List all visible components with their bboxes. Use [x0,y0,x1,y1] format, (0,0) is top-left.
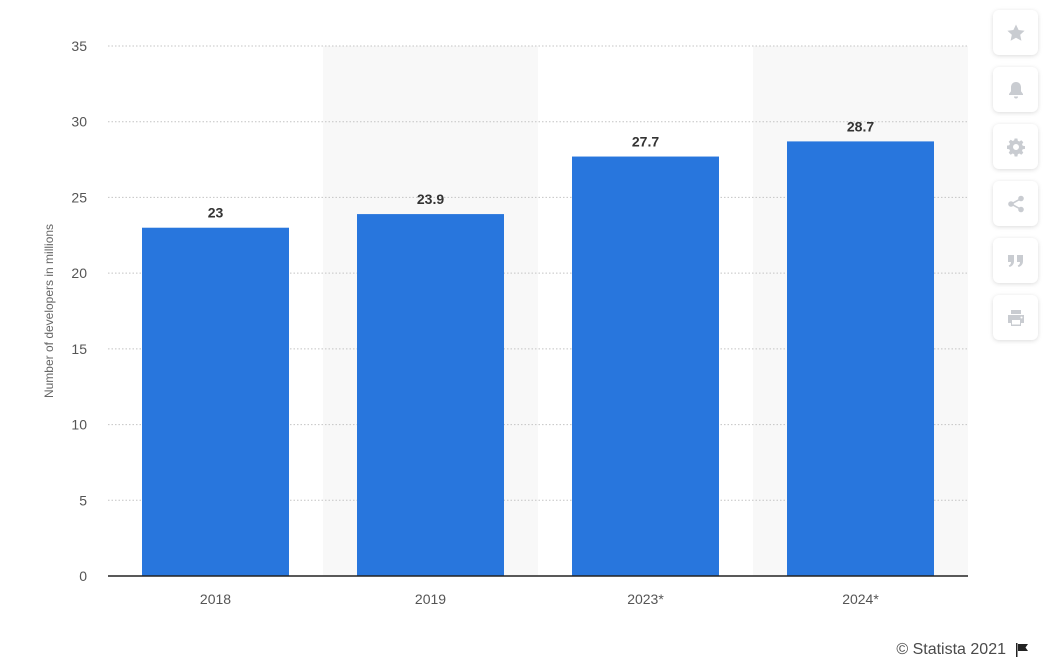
share-button[interactable] [993,181,1038,226]
flag-icon[interactable] [1014,642,1030,658]
y-axis-title: Number of developers in millions [42,224,56,398]
y-tick-label: 25 [71,189,87,205]
gear-icon [1006,138,1025,156]
x-tick-label: 2023* [627,591,664,607]
settings-button[interactable] [993,124,1038,169]
y-tick-label: 35 [71,38,87,54]
data-label: 27.7 [632,134,659,150]
y-axis-ticks: 0 5 10 15 20 25 30 35 [71,38,87,584]
x-tick-label: 2019 [415,591,446,607]
bar[interactable] [142,227,289,576]
credit-text: © Statista 2021 [896,641,1006,658]
data-labels: 23 23.9 27.7 28.7 [208,118,875,220]
star-icon [1006,24,1025,41]
data-label: 23 [208,205,224,221]
notification-button[interactable] [993,67,1038,112]
data-label: 23.9 [417,191,444,207]
bar[interactable] [787,141,934,576]
print-button[interactable] [993,295,1038,340]
bars [142,141,934,577]
chart-toolbar [993,10,1038,340]
y-tick-label: 0 [79,568,87,584]
y-tick-label: 10 [71,417,87,433]
y-tick-label: 30 [71,114,87,130]
quote-icon [1007,254,1023,267]
share-icon [1007,195,1024,212]
x-tick-label: 2024* [842,591,879,607]
y-tick-label: 20 [71,265,87,281]
x-axis-labels: 2018 2019 2023* 2024* [200,591,879,607]
x-tick-label: 2018 [200,591,231,607]
printer-icon [1007,309,1024,326]
y-tick-label: 15 [71,341,87,357]
bar[interactable] [357,214,504,577]
favorite-button[interactable] [993,10,1038,55]
bell-icon [1008,81,1023,98]
data-label: 28.7 [847,118,874,134]
bar[interactable] [572,156,719,577]
y-tick-label: 5 [79,492,87,508]
source-credit[interactable]: © Statista 2021 [896,641,1030,659]
cite-button[interactable] [993,238,1038,283]
